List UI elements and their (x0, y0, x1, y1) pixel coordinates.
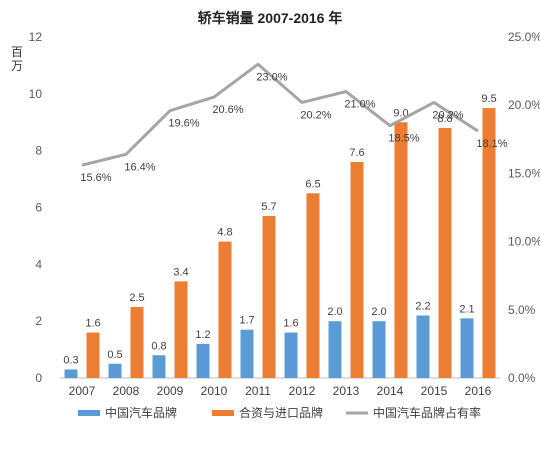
y2-tick-label: 20.0% (508, 98, 540, 112)
bar-value-label: 6.5 (305, 178, 320, 190)
line-value-label: 20.2% (432, 109, 463, 121)
bar-value-label: 7.6 (349, 147, 364, 159)
line-value-label: 23.0% (256, 71, 287, 83)
x-tick-label: 2010 (201, 384, 228, 398)
line-value-label: 16.4% (124, 161, 155, 173)
bar (328, 321, 342, 378)
bar-value-label: 0.3 (63, 354, 78, 366)
bar-value-label: 1.6 (283, 318, 298, 330)
legend-label: 中国汽车品牌 (105, 405, 177, 420)
x-tick-label: 2008 (113, 384, 140, 398)
bar-value-label: 4.8 (217, 227, 232, 239)
bar-value-label: 1.2 (195, 329, 210, 341)
bar (240, 329, 254, 378)
x-tick-label: 2009 (157, 384, 184, 398)
line-value-label: 15.6% (80, 172, 111, 184)
line-value-label: 20.6% (212, 104, 243, 116)
bar-value-label: 3.4 (173, 266, 188, 278)
x-tick-label: 2016 (465, 384, 492, 398)
bar (218, 241, 232, 378)
y-tick-label: 12 (29, 30, 43, 44)
y2-tick-label: 25.0% (508, 30, 540, 44)
x-tick-label: 2014 (377, 384, 404, 398)
bar-value-label: 2.0 (327, 306, 342, 318)
bar-value-label: 2.5 (129, 292, 144, 304)
bar-value-label: 0.5 (107, 349, 122, 361)
bar-value-label: 8.8 (437, 113, 452, 125)
bar-value-label: 1.7 (239, 315, 254, 327)
y-tick-label: 10 (29, 87, 43, 101)
bar (196, 343, 210, 378)
bar (174, 281, 188, 378)
legend-swatch (212, 410, 234, 416)
bar-value-label: 2.1 (459, 303, 474, 315)
legend-swatch (78, 410, 100, 416)
bar (284, 332, 298, 378)
bar (306, 193, 320, 378)
bar-value-label: 2.0 (371, 306, 386, 318)
y-tick-label: 2 (35, 314, 42, 328)
y-tick-label: 4 (35, 257, 42, 271)
bar (438, 127, 452, 378)
y-tick-label: 6 (35, 201, 42, 215)
legend-label: 中国汽车品牌占有率 (373, 405, 481, 420)
line-value-label: 19.6% (168, 118, 199, 130)
bar-value-label: 5.7 (261, 201, 276, 213)
bar-value-label: 9.5 (481, 93, 496, 105)
bar (350, 162, 364, 378)
y-axis-label: 百万 (10, 45, 23, 73)
bar (372, 321, 386, 378)
line-value-label: 21.0% (344, 99, 375, 111)
x-tick-label: 2007 (69, 384, 96, 398)
bar-value-label: 1.6 (85, 318, 100, 330)
x-tick-label: 2015 (421, 384, 448, 398)
bar (108, 363, 122, 378)
chart-title: 轿车销量 2007-2016 年 (197, 10, 343, 26)
y2-tick-label: 5.0% (508, 303, 536, 317)
line-value-label: 20.2% (300, 109, 331, 121)
x-tick-label: 2013 (333, 384, 360, 398)
y2-tick-label: 0.0% (508, 371, 536, 385)
line-value-label: 18.5% (388, 133, 419, 145)
x-tick-label: 2012 (289, 384, 316, 398)
bar (416, 315, 430, 378)
bar (64, 369, 78, 378)
y2-tick-label: 10.0% (508, 235, 540, 249)
bar (262, 216, 276, 378)
bar (394, 122, 408, 378)
bar (152, 355, 166, 378)
bar (130, 306, 144, 378)
y-tick-label: 8 (35, 144, 42, 158)
bar-value-label: 2.2 (415, 300, 430, 312)
line-series (81, 62, 479, 167)
bar (460, 318, 474, 378)
y2-tick-label: 15.0% (508, 166, 540, 180)
legend-label: 合资与进口品牌 (239, 405, 323, 420)
bar (86, 332, 100, 378)
bar (482, 108, 496, 379)
x-tick-label: 2011 (245, 384, 271, 398)
y-tick-label: 0 (35, 371, 42, 385)
line-value-label: 18.1% (476, 138, 507, 150)
bar-value-label: 0.8 (151, 340, 166, 352)
